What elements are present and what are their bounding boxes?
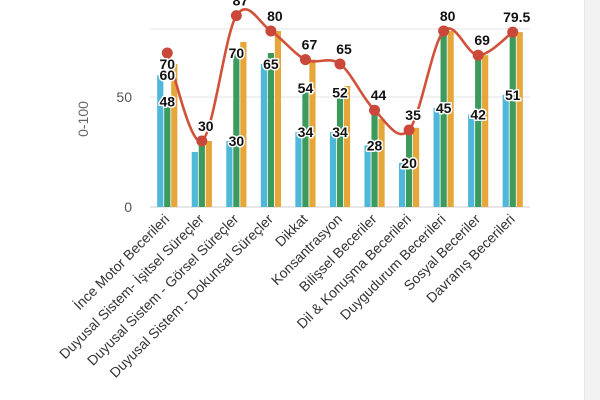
line-point [230,10,242,22]
category-label: Duyusal Sistem- İşitsel Süreçler [55,210,207,362]
bar [267,53,275,207]
bar [440,31,447,207]
bar-data-label: 28 [367,137,383,153]
line-data-label: 79.5 [503,9,530,25]
line-point [161,47,173,59]
line-point [196,135,208,147]
bar [433,108,440,207]
bar [309,59,316,207]
bar-data-label: 48 [159,93,175,109]
y-tick-label: 50 [116,89,132,105]
chart-card: 0 50 0-100 30 87 80 67 65 44 35 80 69 79.5 60 30 65 34 34… [0,0,585,400]
line-point [334,58,346,70]
bar [329,132,337,207]
bar-data-label: 51 [505,87,521,103]
bar-data-label: 54 [298,80,314,96]
bar [371,110,378,207]
bar [516,32,523,207]
bar [295,132,302,207]
line-data-label: 65 [336,41,352,57]
line-point [403,124,415,136]
bar [164,101,171,207]
bar [475,55,482,208]
bar [233,53,240,207]
bar-data-label: 70 [159,56,175,72]
bar [364,145,371,207]
bar-data-label: 20 [401,155,417,171]
bar-data-label: 65 [263,56,279,72]
bar [405,130,413,207]
line-data-label: 30 [198,118,214,134]
line-point [438,25,450,37]
line-point [369,104,381,116]
category-label: Duyusal Sistem - Görsel Süreçler [84,211,242,369]
bar-data-label: 34 [298,124,314,140]
line-point [507,26,519,38]
line-data-label: 35 [405,107,421,123]
bar-data-label: 34 [332,124,348,140]
bar [447,31,454,207]
line-data-label: 80 [267,8,283,24]
bar [302,88,309,207]
line-data-label: 67 [302,37,318,53]
bar [205,141,212,207]
line-data-label: 44 [371,87,387,103]
bar [226,141,233,207]
line-point [265,25,277,37]
bar [157,75,164,207]
skill-scores-chart: 0 50 0-100 30 87 80 67 65 44 35 80 69 79.5 60 30 65 34 34… [55,0,532,381]
bar-data-label: 52 [332,85,348,101]
y-axis-title: 0-100 [75,101,91,137]
line-data-label: 87 [233,0,249,9]
bar-data-label: 70 [229,45,245,61]
bar [343,86,351,207]
bar [509,32,516,207]
bar [198,141,205,207]
bar [336,92,344,207]
bar [378,119,385,207]
line-point [472,49,484,61]
line-point [299,54,311,66]
line-data-label: 69 [474,32,490,48]
bar-data-label: 42 [470,107,486,123]
bar-data-label: 60 [159,67,175,83]
bar [412,127,420,207]
bar [240,42,247,207]
y-tick-label: 0 [124,199,132,215]
line-data-label: 80 [440,8,456,24]
bar [260,64,268,207]
bar [468,114,475,207]
bar [398,163,406,207]
bar [274,31,282,207]
bar-data-label: 45 [436,100,452,116]
bar [482,55,489,208]
bar [171,64,178,207]
bar [502,94,509,207]
bar-data-label: 30 [229,133,245,149]
bar [191,152,198,207]
